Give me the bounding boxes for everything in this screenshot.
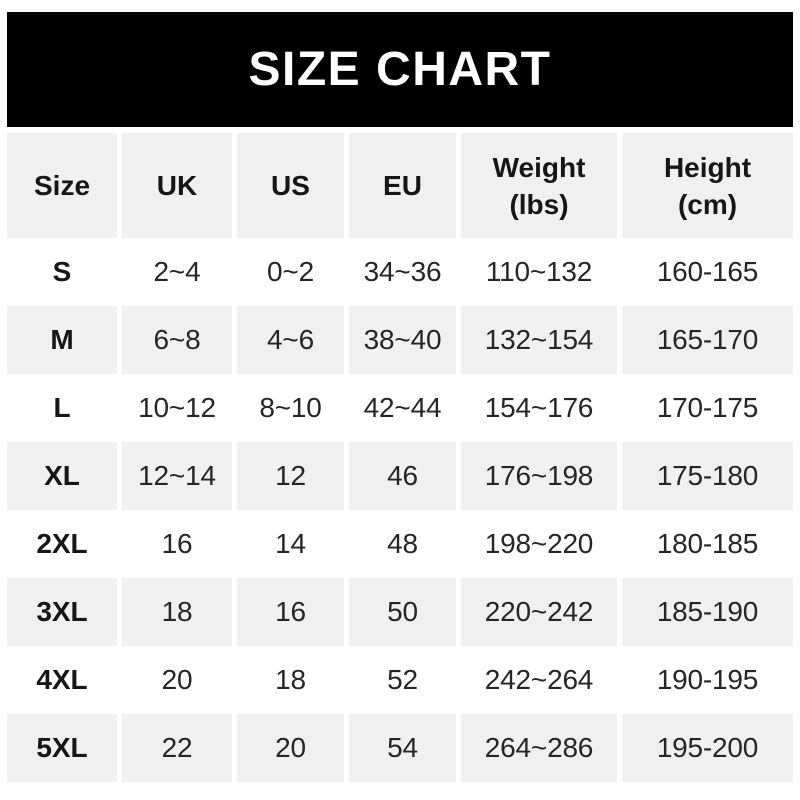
size-cell: S [7,238,117,306]
eu-cell: 52 [349,646,456,714]
weight-cell: 264~286 [461,714,617,782]
size-cell: XL [7,442,117,510]
weight-cell: 220~242 [461,578,617,646]
column-header-eu: EU [349,133,456,238]
uk-cell: 18 [122,578,232,646]
eu-cell: 34~36 [349,238,456,306]
uk-cell: 20 [122,646,232,714]
height-cell: 195-200 [622,714,793,782]
weight-cell: 242~264 [461,646,617,714]
size-chart-banner: SIZE CHART [7,12,793,127]
column-header-label: Height [663,151,752,183]
height-cell: 170-175 [622,374,793,442]
weight-cell: 154~176 [461,374,617,442]
uk-cell: 12~14 [122,442,232,510]
weight-cell: 176~198 [461,442,617,510]
us-cell: 0~2 [237,238,344,306]
eu-cell: 42~44 [349,374,456,442]
size-cell: 3XL [7,578,117,646]
eu-cell: 38~40 [349,306,456,374]
us-cell: 12 [237,442,344,510]
eu-cell: 46 [349,442,456,510]
height-cell: 190-195 [622,646,793,714]
uk-cell: 10~12 [122,374,232,442]
height-cell: 180-185 [622,510,793,578]
size-table: Size UK US EU Weight (lbs) Height (cm) S… [7,133,793,782]
height-cell: 185-190 [622,578,793,646]
column-header-label: UK [156,170,198,201]
height-cell: 160-165 [622,238,793,306]
height-cell: 175-180 [622,442,793,510]
column-header-unit: (lbs) [509,188,569,220]
size-cell: M [7,306,117,374]
weight-cell: 110~132 [461,238,617,306]
weight-cell: 198~220 [461,510,617,578]
column-header-size: Size [7,133,117,238]
uk-cell: 2~4 [122,238,232,306]
column-header-label: US [271,170,310,201]
weight-cell: 132~154 [461,306,617,374]
column-header-height: Height (cm) [622,133,793,238]
eu-cell: 50 [349,578,456,646]
uk-cell: 6~8 [122,306,232,374]
column-header-label: EU [383,170,422,201]
eu-cell: 54 [349,714,456,782]
us-cell: 18 [237,646,344,714]
column-header-uk: UK [122,133,232,238]
column-header-label: Weight [492,151,586,183]
us-cell: 4~6 [237,306,344,374]
uk-cell: 22 [122,714,232,782]
column-header-us: US [237,133,344,238]
size-cell: 2XL [7,510,117,578]
banner-title: SIZE CHART [248,42,552,96]
size-cell: L [7,374,117,442]
size-cell: 4XL [7,646,117,714]
column-header-label: Size [33,170,91,201]
us-cell: 20 [237,714,344,782]
us-cell: 8~10 [237,374,344,442]
size-cell: 5XL [7,714,117,782]
us-cell: 14 [237,510,344,578]
uk-cell: 16 [122,510,232,578]
column-header-unit: (cm) [677,188,738,220]
eu-cell: 48 [349,510,456,578]
height-cell: 165-170 [622,306,793,374]
column-header-weight: Weight (lbs) [461,133,617,238]
us-cell: 16 [237,578,344,646]
